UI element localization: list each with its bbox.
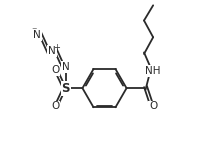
Text: N: N — [62, 62, 70, 72]
Text: N: N — [48, 46, 56, 56]
Text: O: O — [149, 101, 157, 111]
Text: ⁻: ⁻ — [31, 26, 37, 36]
Text: O: O — [51, 65, 59, 75]
Text: NH: NH — [145, 66, 161, 76]
Text: O: O — [51, 101, 59, 111]
Text: S: S — [61, 82, 70, 95]
Text: N: N — [33, 30, 41, 40]
Text: +: + — [53, 43, 60, 52]
